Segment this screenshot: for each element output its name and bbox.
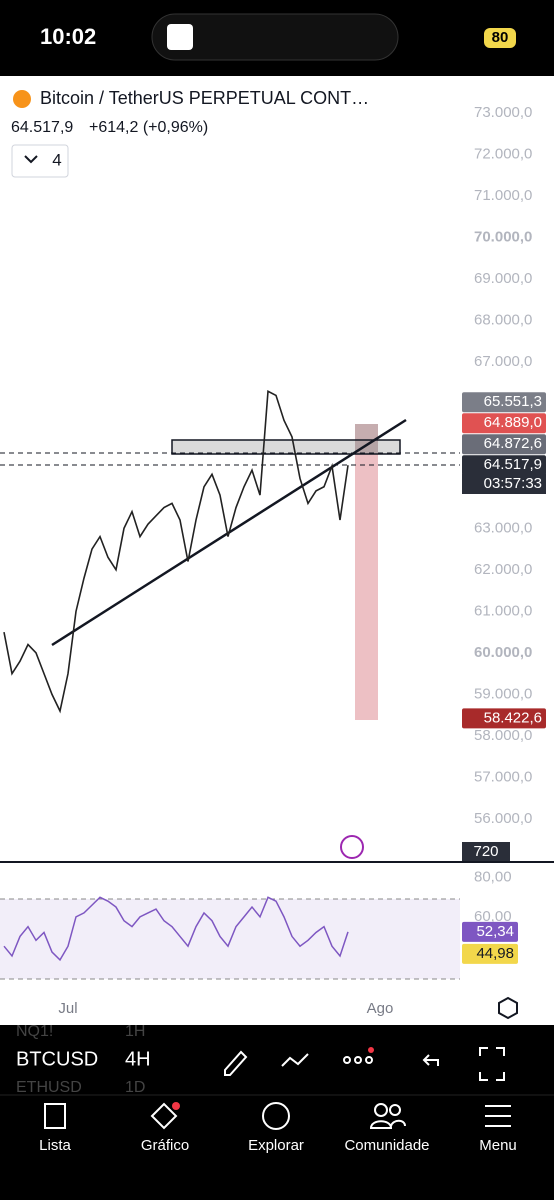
nav-icon[interactable] [262,1102,290,1130]
resistance-box [171,439,401,455]
flash-icon [340,835,364,859]
interval[interactable]: 4H [125,1048,151,1070]
volume-tag: 720 [473,843,498,860]
price-tag-label: 58.422,6 [484,709,542,726]
y-tick-label: 63.000,0 [474,519,532,536]
rsi-tag [462,921,518,942]
nav-label: Lista [39,1137,71,1154]
price-tag [462,434,546,455]
nav-label: Menu [479,1137,517,1154]
bottom-bar [0,1025,554,1200]
undo-icon[interactable] [422,1054,439,1066]
price-tag [462,392,546,413]
y-tick-label: 60.000,0 [474,644,532,661]
y-tick-label: 62.000,0 [474,561,532,578]
interval-faded-2: 1D [125,1079,145,1096]
app-icon [167,24,193,50]
price-tag-label: 64.872,6 [484,435,542,452]
more-icon[interactable] [343,1056,373,1064]
x-tick-label: Ago [367,1000,394,1017]
y-tick-label: 71.000,0 [474,187,532,204]
chevron [24,155,38,164]
indicator-toggle[interactable] [11,144,69,178]
y-tick-label: 56.000,0 [474,810,532,827]
price-tag-label: 64.889,0 [484,414,542,431]
rsi-line [3,896,349,962]
y-tick-label: 59.000,0 [474,685,532,702]
nav-icon[interactable] [485,1105,511,1127]
zone-box-top [355,424,378,454]
price-tag [462,708,546,729]
chart-title: Bitcoin / TetherUS PERPETUAL CONT… [40,88,369,108]
badge [368,1047,374,1053]
rsi-tag-label: 52,34 [476,923,514,940]
trend-icon[interactable] [281,1053,309,1067]
coin-icon [13,90,31,108]
battery-level: 80 [492,29,509,46]
nav-icon[interactable] [369,1103,406,1129]
x-tick-label: Jul [58,1000,77,1017]
price-tag-label: 65.551,3 [484,393,542,410]
dynamic-island [151,13,399,61]
price-tag [462,455,546,476]
indicator-count: 4 [52,150,61,169]
y-tick-label: 68.000,0 [474,312,532,329]
rsi-tag-label: 44,98 [476,945,514,962]
y-tick-label: 58.000,0 [474,727,532,744]
symbol-faded: NQ1! [16,1023,53,1040]
y-tick-label: 72.000,0 [474,146,532,163]
nav-label: Gráfico [141,1137,189,1154]
price-tag-label: 64.517,9 [484,456,542,473]
y-tick-label: 73.000,0 [474,104,532,121]
price-tag [462,413,546,434]
y-tick-label: 70.000,0 [474,229,532,246]
zone-box [355,424,378,720]
volume-tag-bg [462,842,510,862]
badge [172,1102,180,1110]
symbol-faded-2: ETHUSD [16,1079,82,1096]
nav-label: Comunidade [344,1137,429,1154]
rsi-tag [462,943,518,964]
y-tick-label: 60,00 [474,908,512,925]
last-price: 64.517,9 [11,119,73,136]
countdown: 03:57:33 [484,475,542,492]
settings-icon [498,996,518,1020]
battery [484,28,516,48]
y-tick-label: 80,00 [474,869,512,886]
rsi-band [0,899,460,979]
y-tick-label: 69.000,0 [474,270,532,287]
y-tick-label: 57.000,0 [474,768,532,785]
symbol[interactable]: BTCUSD [16,1048,98,1070]
countdown-bg [462,474,546,494]
y-tick-label: 67.000,0 [474,353,532,370]
nav-icon[interactable] [44,1103,66,1129]
nav-icon[interactable] [150,1102,178,1130]
price-line [3,389,349,714]
nav-label: Explorar [248,1137,304,1154]
interval-faded: 1H [125,1023,145,1040]
fullscreen-icon[interactable] [479,1047,505,1081]
y-tick-label: 61.000,0 [474,602,532,619]
time: 10:02 [40,24,96,49]
draw-icon[interactable] [224,1050,248,1076]
price-change: +614,2 (+0,96%) [89,119,208,136]
